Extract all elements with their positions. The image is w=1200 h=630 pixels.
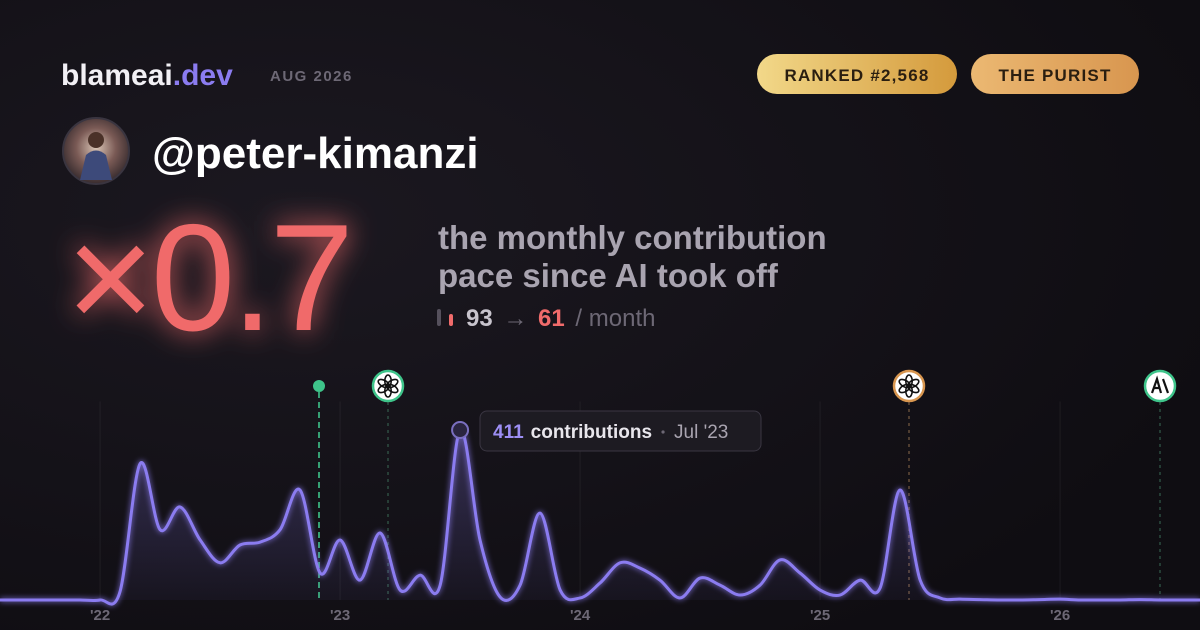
line	[0, 428, 1200, 606]
pace-icon-bar	[437, 309, 441, 326]
pace-after: 61	[538, 305, 565, 332]
headline-line: the monthly contribution	[438, 219, 827, 256]
tooltip-text: 411 contributions Jul '23	[493, 422, 728, 443]
pace: 93 → 61 / month	[466, 305, 655, 332]
pace-arrow: →	[503, 305, 527, 332]
event-icon	[371, 369, 405, 403]
handle: @peter-kimanzi	[152, 129, 479, 178]
avatar-figure	[80, 150, 112, 180]
x-tick-label: '26	[1050, 607, 1070, 624]
badge-label: RANKED #2,568	[784, 66, 929, 85]
pace-unit: / month	[575, 305, 655, 332]
brand-tld: .dev	[173, 59, 233, 92]
period: AUG 2026	[270, 68, 353, 85]
x-tick-label: '22	[90, 607, 110, 624]
badge-label: THE PURIST	[998, 66, 1111, 85]
highlight-point	[451, 421, 470, 440]
tooltip-separator	[661, 430, 665, 434]
badge	[971, 54, 1139, 94]
headline-line: pace since AI took off	[438, 257, 779, 294]
badge	[757, 54, 957, 94]
multiplier: ×0.7	[66, 193, 350, 363]
event-icon	[892, 369, 926, 403]
pace-before: 93	[466, 305, 493, 332]
chart: '22 '23 '24 '25 '26 411 contributions Jul '23	[0, 369, 1200, 624]
tooltip-value: 411	[493, 422, 524, 443]
tooltip	[479, 410, 762, 452]
event-icon-petal	[377, 378, 390, 389]
x-tick-label: '24	[570, 607, 591, 624]
event-dot	[313, 380, 325, 392]
brand: blameai.dev	[61, 59, 233, 92]
pace-icon-bar	[449, 314, 453, 326]
avatar-head	[88, 132, 104, 148]
tooltip-label: contributions	[531, 422, 652, 443]
brand-name: blameai	[61, 59, 173, 92]
event-icon-petal	[898, 378, 911, 389]
event-icon-glyph	[1150, 375, 1170, 394]
x-tick-label: '25	[810, 607, 830, 624]
tooltip-date: Jul '23	[674, 422, 728, 443]
area	[0, 429, 1200, 605]
x-tick-label: '23	[330, 607, 350, 624]
